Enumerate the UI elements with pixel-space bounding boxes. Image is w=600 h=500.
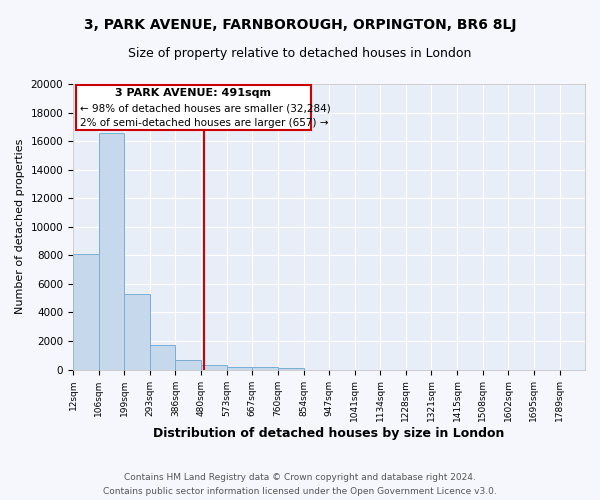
X-axis label: Distribution of detached houses by size in London: Distribution of detached houses by size …	[154, 427, 505, 440]
Text: ← 98% of detached houses are smaller (32,284): ← 98% of detached houses are smaller (32…	[80, 103, 331, 113]
Bar	[201, 366, 227, 370]
FancyBboxPatch shape	[76, 86, 311, 130]
Text: 3 PARK AVENUE: 491sqm: 3 PARK AVENUE: 491sqm	[115, 88, 271, 99]
Y-axis label: Number of detached properties: Number of detached properties	[15, 139, 25, 314]
Text: Contains HM Land Registry data © Crown copyright and database right 2024.: Contains HM Land Registry data © Crown c…	[124, 472, 476, 482]
Bar	[124, 294, 150, 370]
Text: 3, PARK AVENUE, FARNBOROUGH, ORPINGTON, BR6 8LJ: 3, PARK AVENUE, FARNBOROUGH, ORPINGTON, …	[84, 18, 516, 32]
Text: 2% of semi-detached houses are larger (657) →: 2% of semi-detached houses are larger (6…	[80, 118, 328, 128]
Bar	[227, 366, 253, 370]
Bar	[253, 368, 278, 370]
Bar	[278, 368, 304, 370]
Text: Size of property relative to detached houses in London: Size of property relative to detached ho…	[128, 48, 472, 60]
Bar	[73, 254, 99, 370]
Bar	[175, 360, 201, 370]
Bar	[99, 132, 124, 370]
Text: Contains public sector information licensed under the Open Government Licence v3: Contains public sector information licen…	[103, 488, 497, 496]
Bar	[150, 344, 175, 370]
